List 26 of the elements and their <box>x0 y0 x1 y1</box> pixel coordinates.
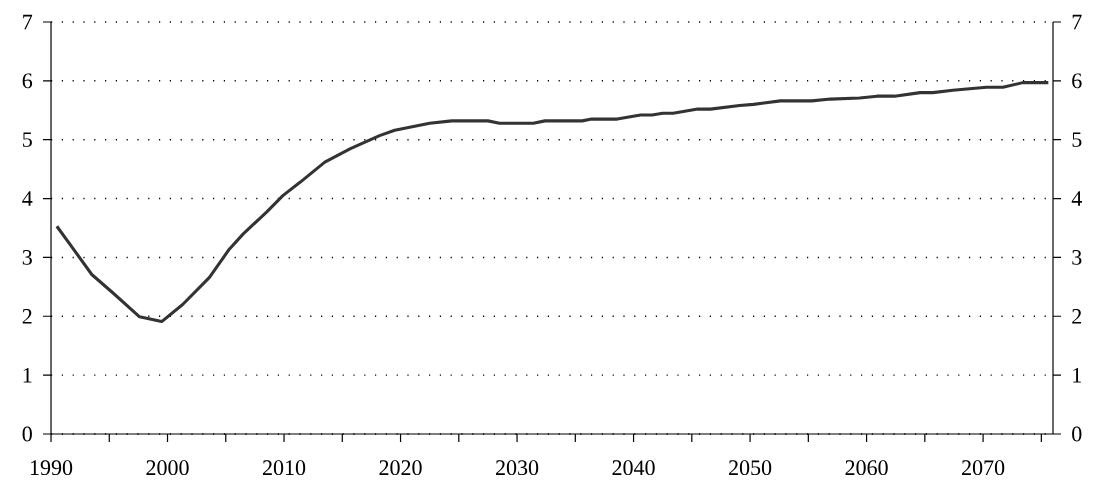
x-tick-label: 2070 <box>962 460 1005 476</box>
y2-tick-label: 2 <box>1072 308 1082 324</box>
y-tick-label: 0 <box>22 426 32 442</box>
y-tick-label: 4 <box>22 191 33 206</box>
y-tick-label: 3 <box>22 250 32 265</box>
x-tick-label: 2020 <box>379 460 422 476</box>
y2-tick-label: 1 <box>1073 367 1081 383</box>
x-tick-label: 2010 <box>262 460 306 476</box>
x-tick-label: 2060 <box>845 460 888 476</box>
y-tick-label: 1 <box>23 367 32 383</box>
y2-tick-label: 4 <box>1071 191 1082 206</box>
y2-tick-label: 0 <box>1072 426 1082 442</box>
y-tick-label: 2 <box>22 308 32 324</box>
y2-tick-label: 7 <box>1072 14 1082 30</box>
y2-tick-label: 5 <box>1072 132 1082 148</box>
y-tick-label: 7 <box>23 14 33 30</box>
y2-tick-label: 6 <box>1072 73 1082 89</box>
x-tick-label: 1990 <box>30 460 73 476</box>
x-tick-label: 2000 <box>146 460 189 476</box>
x-tick-label: 2030 <box>496 460 539 476</box>
y-tick-label: 5 <box>23 132 32 148</box>
line-series <box>55 81 1050 324</box>
y2-tick-label: 3 <box>1072 250 1082 265</box>
x-tick-label: 2040 <box>612 460 655 476</box>
y-tick-label: 6 <box>22 73 33 89</box>
x-tick-label: 2050 <box>729 460 772 476</box>
